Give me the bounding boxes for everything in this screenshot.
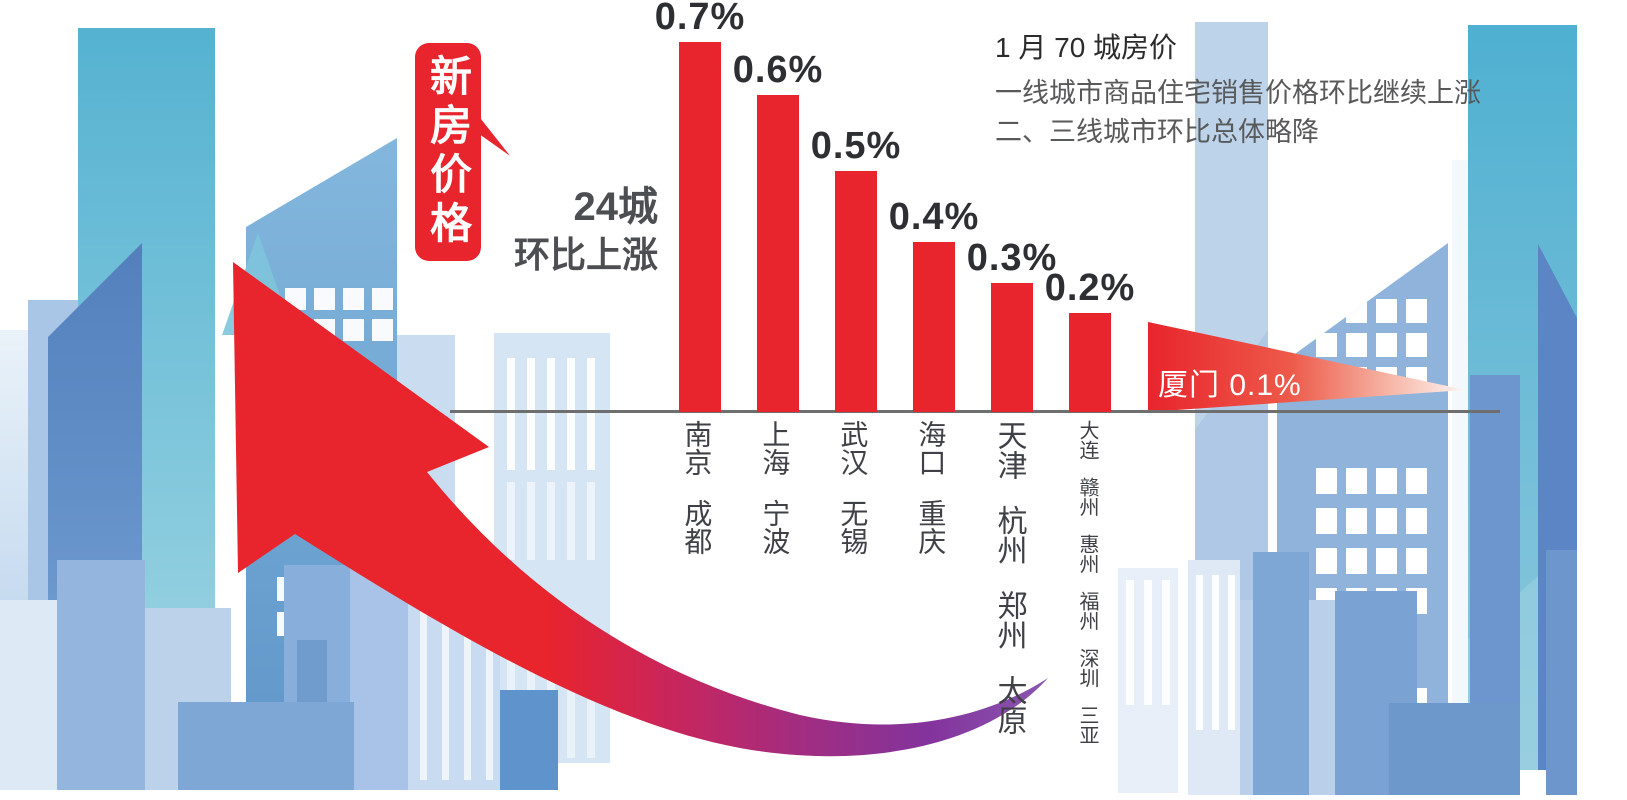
bar-value-label: 0.3% <box>966 237 1058 279</box>
bar <box>679 42 721 412</box>
xiamen-wedge-label: 厦门 0.1% <box>1158 369 1302 402</box>
bar <box>1069 313 1111 412</box>
bar-value-label: 0.4% <box>888 196 980 238</box>
bar-cities-label: 武汉 无锡 <box>837 420 869 555</box>
bar-value-label: 0.2% <box>1044 267 1136 309</box>
headline-title: 1 月 70 城房价 <box>995 32 1178 63</box>
bar <box>991 283 1033 412</box>
rising-cities-note: 24城 环比上涨 <box>356 183 658 276</box>
bar <box>913 242 955 412</box>
rising-cities-caption: 环比上涨 <box>513 234 658 275</box>
bar-cities-label: 大连 赣州 惠州 福州 深圳 三亚 <box>1076 420 1098 745</box>
xiamen-wedge <box>1148 322 1466 412</box>
headline-line2: 一线城市商品住宅销售价格环比继续上涨 <box>995 77 1481 108</box>
badge-new-house-price: 新房价格 <box>415 43 481 261</box>
headline-block: 1 月 70 城房价 一线城市商品住宅销售价格环比继续上涨 二、三线城市环比总体… <box>995 28 1481 152</box>
axis-baseline <box>450 410 1500 413</box>
bar <box>835 171 877 412</box>
bar <box>757 95 799 412</box>
building-window-stripes <box>1126 575 1235 730</box>
bar-cities-label: 海口 重庆 <box>915 420 947 555</box>
bar-cities-label: 上海 宁波 <box>759 420 791 555</box>
bar-cities-label: 南京 成都 <box>681 420 713 555</box>
skyline-right <box>1118 22 1577 795</box>
headline-line3: 二、三线城市环比总体略降 <box>995 116 1319 147</box>
up-trend-arrow <box>233 262 1048 757</box>
rising-cities-count: 24城 <box>573 185 659 229</box>
bar-value-label: 0.6% <box>732 49 824 91</box>
bar-cities-label: 天津 杭州 郑州 太原 <box>992 420 1026 735</box>
building-window-stripes <box>420 585 493 780</box>
bar-value-label: 0.7% <box>654 0 746 38</box>
bar-value-label: 0.5% <box>810 125 902 167</box>
